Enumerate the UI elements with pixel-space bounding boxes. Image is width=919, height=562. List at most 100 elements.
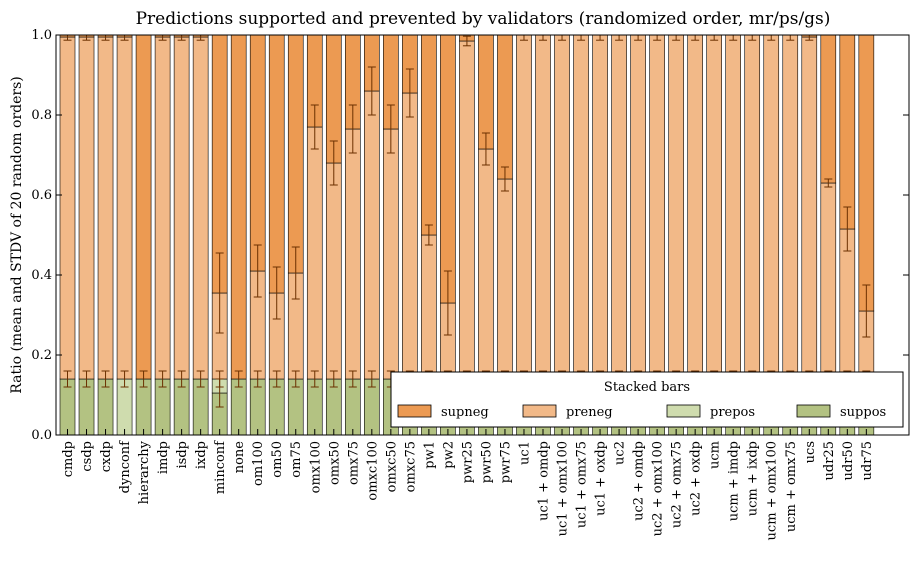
x-tick-label-2: cxdp: [99, 441, 114, 472]
x-tick-label-28: uc1 + oxdp: [594, 441, 609, 516]
error-bar-top-23: [500, 166, 509, 192]
x-tick-label-20: pw2: [441, 441, 456, 469]
x-tick-label-22: pwr50: [479, 441, 494, 483]
bar-preneg-13: [306, 126, 323, 380]
x-tick-label-32: uc2 + omx75: [670, 441, 685, 528]
x-tick-label-21: pwr25: [460, 441, 475, 483]
error-bar-top-14: [329, 140, 338, 186]
bar-preneg-32: [668, 34, 684, 380]
error-bar-top-42: [862, 284, 871, 338]
x-tick-label-17: omxc50: [384, 441, 399, 492]
x-tick-label-16: omxc100: [365, 441, 380, 501]
bar-supneg-42: [858, 34, 875, 312]
bar-preneg-37: [763, 34, 780, 380]
x-tick-label-10: om100: [251, 441, 266, 486]
x-tick-label-8: minconf: [213, 440, 228, 494]
bar-preneg-7: [192, 36, 209, 380]
plot-frame: [55, 34, 910, 436]
x-tick-label-24: uc1: [517, 441, 532, 465]
legend-swatch-suppos: [796, 404, 831, 418]
x-tick-label-14: omx50: [327, 441, 342, 485]
error-bar-base-13: [310, 370, 319, 388]
error-bar-top-17: [386, 104, 395, 154]
legend-label-prepos: prepos: [710, 405, 755, 420]
x-tick-label-15: omx75: [346, 441, 361, 485]
error-bar-base-0: [63, 370, 72, 388]
error-bar-base-14: [329, 370, 338, 388]
legend-items: supneg preneg prepos suppos: [397, 404, 886, 420]
error-bar-base-6: [177, 370, 186, 388]
error-bar-base-9: [234, 370, 243, 388]
x-tick-label-25: uc1 + omdp: [537, 441, 552, 521]
error-bar-top-20: [443, 270, 452, 336]
x-tick-label-35: ucm + imdp: [727, 441, 742, 521]
x-tick-label-3: dynconf: [118, 440, 133, 494]
x-tick-label-23: pwr75: [498, 441, 513, 483]
error-bar-top-16: [367, 66, 376, 116]
error-bar-top-19: [424, 224, 433, 246]
x-tick-label-30: uc2 + omdp: [632, 441, 647, 521]
error-bar-base-11: [272, 370, 281, 388]
bar-preneg-40: [820, 182, 837, 380]
y-tick-label-2: 0.4: [31, 268, 52, 283]
error-bar-top-18: [405, 68, 414, 118]
bar-preneg-15: [344, 128, 361, 380]
x-tick-label-29: uc2: [613, 441, 628, 465]
y-tick-label-1: 0.2: [31, 348, 52, 363]
error-bar-base-15: [348, 370, 357, 388]
x-tick-label-11: om50: [270, 441, 285, 478]
error-bar-top-21: [462, 35, 471, 47]
bar-preneg-26: [554, 34, 570, 380]
bar-preneg-21: [459, 40, 475, 380]
bar-preneg-36: [744, 34, 761, 380]
bar-preneg-19: [421, 234, 437, 380]
error-bar-base-1: [82, 370, 91, 388]
bar-supneg-23: [497, 34, 513, 180]
bar-preneg-0: [59, 36, 76, 380]
bar-supneg-20: [440, 34, 456, 304]
error-bar-prepos-8: [215, 378, 224, 408]
bar-preneg-1: [78, 36, 95, 380]
x-tick-label-26: uc1 + omx100: [556, 441, 571, 536]
bar-supneg-9: [230, 34, 247, 380]
bar-preneg-5: [154, 36, 171, 380]
y-tick-label-4: 0.8: [31, 108, 52, 123]
bar-supneg-11: [268, 34, 285, 294]
y-axis: 0.0 0.2 0.4 0.6 0.8 1.0: [31, 28, 909, 443]
error-bar-base-4: [139, 370, 148, 388]
error-bar-base-5: [158, 370, 167, 388]
bar-supneg-10: [249, 34, 266, 272]
bar-supneg-41: [839, 34, 856, 230]
x-tick-label-4: hierarchy: [137, 440, 152, 504]
error-bar-top-11: [272, 266, 281, 320]
bar-preneg-33: [687, 34, 703, 380]
bar-preneg-34: [706, 34, 722, 380]
x-tick-label-40: udr25: [822, 441, 837, 480]
legend-label-supneg: supneg: [441, 405, 489, 420]
bar-preneg-23: [497, 178, 513, 380]
x-tick-label-6: isdp: [175, 441, 190, 468]
bar-preneg-38: [782, 34, 799, 380]
bar-preneg-31: [649, 34, 665, 380]
x-tick-label-5: imdp: [156, 441, 171, 474]
x-tick-label-12: om75: [289, 441, 304, 478]
x-tick-label-36: ucm + ixdp: [746, 441, 761, 516]
x-tick-label-0: cmdp: [61, 441, 76, 477]
legend-swatch-supneg: [397, 404, 432, 418]
x-tick-label-37: ucm + omx100: [765, 441, 780, 540]
x-tick-label-33: uc2 + oxdp: [689, 441, 704, 516]
error-bar-base-2: [101, 370, 110, 388]
y-tick-label-3: 0.6: [31, 188, 52, 203]
legend-title: Stacked bars: [604, 380, 690, 395]
bar-preneg-25: [535, 34, 551, 380]
bar-preneg-6: [173, 36, 190, 380]
error-bar-top-22: [481, 132, 490, 166]
bar-supneg-40: [820, 34, 837, 184]
y-tick-label-5: 1.0: [31, 28, 52, 43]
bar-preneg-39: [801, 36, 818, 380]
bar-preneg-28: [592, 34, 608, 380]
legend-box: [390, 371, 904, 428]
legend-label-preneg: preneg: [566, 405, 613, 420]
chart-title: Predictions supported and prevented by v…: [136, 9, 831, 29]
bar-preneg-2: [97, 36, 114, 380]
